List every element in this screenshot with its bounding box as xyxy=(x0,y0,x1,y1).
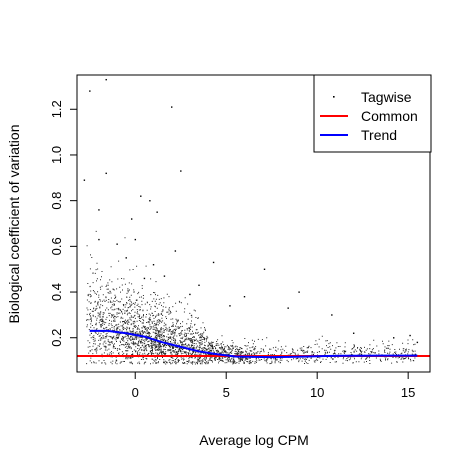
tagwise-point xyxy=(152,264,155,266)
x-tick-label: 0 xyxy=(132,385,139,400)
tagwise-point xyxy=(125,257,127,259)
tagwise-point xyxy=(171,106,173,108)
trend-dispersion-line xyxy=(89,329,418,359)
tagwise-point xyxy=(174,250,177,252)
tagwise-point xyxy=(229,305,231,307)
legend-label: Common xyxy=(361,108,418,124)
tagwise-point xyxy=(409,334,411,337)
x-tick-label: 15 xyxy=(401,385,415,400)
y-tick-label: 0.4 xyxy=(49,283,64,301)
tagwise-point xyxy=(263,268,266,270)
tagwise-point xyxy=(163,275,166,277)
tagwise-point xyxy=(331,314,333,316)
y-tick-label: 1.2 xyxy=(49,100,64,118)
tagwise-point xyxy=(98,209,100,211)
tagwise-point xyxy=(180,170,182,172)
x-axis-title: Average log CPM xyxy=(199,432,308,448)
x-tick-label: 5 xyxy=(223,385,230,400)
tagwise-point xyxy=(243,296,246,298)
tagwise-point xyxy=(140,195,142,197)
plot-frame xyxy=(76,74,431,373)
tagwise-outlier-points xyxy=(83,78,419,344)
y-axis-title: Biological coefficient of variation xyxy=(6,125,22,324)
y-tick-label: 0.6 xyxy=(49,237,64,255)
tagwise-point xyxy=(212,261,215,264)
tagwise-point xyxy=(352,332,355,334)
tagwise-point xyxy=(298,291,300,293)
legend-box xyxy=(313,74,432,153)
tagwise-point xyxy=(116,243,118,245)
tagwise-point xyxy=(287,307,289,309)
x-tick-label: 10 xyxy=(310,385,324,400)
legend-label: Tagwise xyxy=(361,89,412,105)
y-tick-label: 0.2 xyxy=(49,329,64,347)
tagwise-point xyxy=(89,90,91,92)
tagwise-point xyxy=(130,218,133,220)
tagwise-point xyxy=(198,284,200,286)
tagwise-point xyxy=(393,337,395,339)
trend-and-common-lines xyxy=(77,329,430,359)
tagwise-point xyxy=(416,341,419,344)
tagwise-point xyxy=(98,238,100,241)
tagwise-point xyxy=(83,179,86,181)
tagwise-point xyxy=(105,172,107,175)
tagwise-point xyxy=(105,78,107,81)
legend-label: Trend xyxy=(361,127,397,143)
legend: Tagwise Common Trend xyxy=(313,74,432,153)
tagwise-point-cloud-path xyxy=(86,230,417,365)
axes: 0 5 10 15 0.2 0.4 0.6 0.8 1.0 1.2 xyxy=(49,74,431,400)
tagwise-point xyxy=(143,277,146,280)
tagwise-point xyxy=(156,211,158,213)
y-tick-label: 0.8 xyxy=(49,192,64,210)
tagwise-point xyxy=(134,238,137,241)
y-tick-label: 1.0 xyxy=(49,146,64,164)
legend-point-swatch xyxy=(333,96,335,98)
tagwise-point xyxy=(149,200,151,202)
tagwise-point-cloud xyxy=(86,230,417,365)
tagwise-point xyxy=(189,293,191,296)
